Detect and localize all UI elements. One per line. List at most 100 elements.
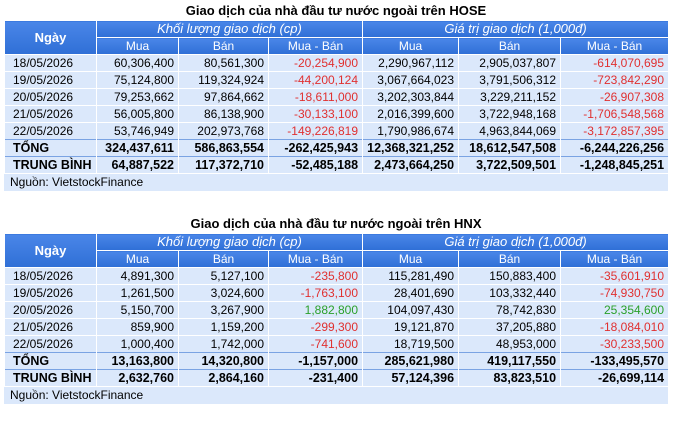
cell-val-net: -723,842,290 xyxy=(560,71,670,89)
cell-vol-sell: 3,267,900 xyxy=(178,301,269,319)
table-row: 20/05/2026 5,150,700 3,267,900 1,882,800 104… xyxy=(4,301,670,319)
header-val-sell: Bán xyxy=(458,37,562,55)
cell-vol-buy: 64,887,522 xyxy=(96,156,179,173)
table-row: 20/05/2026 79,253,662 97,864,662 -18,611,00… xyxy=(4,88,670,106)
cell-val-buy: 115,281,490 xyxy=(362,267,460,285)
cell-val-net: -614,070,695 xyxy=(560,54,670,72)
cell-vol-buy: 56,005,800 xyxy=(96,105,179,123)
cell-vol-buy: 53,746,949 xyxy=(96,122,179,140)
header-val-sell: Bán xyxy=(458,250,562,268)
cell-date: TRUNG BÌNH xyxy=(4,156,97,173)
cell-val-sell: 419,117,550 xyxy=(458,352,562,370)
cell-date: 19/05/2026 xyxy=(4,71,97,89)
header-volume-group: Khối lượng giao dịch (cp) xyxy=(95,233,364,251)
cell-vol-sell: 2,864,160 xyxy=(178,369,269,386)
cell-date: 22/05/2026 xyxy=(4,335,97,353)
cell-vol-buy: 1,000,400 xyxy=(96,335,179,353)
cell-vol-sell: 97,864,662 xyxy=(178,88,269,106)
table-row: 21/05/2026 859,900 1,159,200 -299,300 19,121… xyxy=(4,318,670,336)
table-row: 22/05/2026 53,746,949 202,973,768 -149,226,… xyxy=(4,122,670,140)
cell-date: 22/05/2026 xyxy=(4,122,97,140)
cell-vol-buy: 75,124,800 xyxy=(96,71,179,89)
header-volume-group: Khối lượng giao dịch (cp) xyxy=(95,20,364,38)
cell-val-net: 25,354,600 xyxy=(560,301,670,319)
table-row: 21/05/2026 56,005,800 86,138,900 -30,133,10… xyxy=(4,105,670,123)
header-value-group: Giá trị giao dịch (1,000đ) xyxy=(362,233,670,251)
cell-vol-net: -1,157,000 xyxy=(267,352,364,370)
summary-row: TỔNG 13,163,800 14,320,800 -1,157,000 285,62… xyxy=(4,352,670,370)
cell-vol-buy: 859,900 xyxy=(96,318,179,336)
table-row: 18/05/2026 4,891,300 5,127,100 -235,800 115,… xyxy=(4,267,670,285)
cell-val-buy: 2,473,664,250 xyxy=(362,156,460,173)
hose-title: Giao dịch của nhà đầu tư nước ngoài trên… xyxy=(185,3,487,18)
summary-row: TRUNG BÌNH 2,632,760 2,864,160 -231,400 57,1… xyxy=(4,369,670,386)
cell-vol-buy: 1,261,500 xyxy=(96,284,179,302)
cell-val-net: -3,172,857,395 xyxy=(560,122,670,140)
cell-val-buy: 2,290,967,112 xyxy=(362,54,460,72)
cell-val-sell: 150,883,400 xyxy=(458,267,562,285)
table-row: 19/05/2026 75,124,800 119,324,924 -44,200,1… xyxy=(4,71,670,89)
cell-val-sell: 3,722,509,501 xyxy=(458,156,562,173)
cell-val-sell: 78,742,830 xyxy=(458,301,562,319)
cell-vol-net: -1,763,100 xyxy=(267,284,364,302)
cell-vol-sell: 1,159,200 xyxy=(178,318,269,336)
table-row: 22/05/2026 1,000,400 1,742,000 -741,600 18,7… xyxy=(4,335,670,353)
cell-val-sell: 37,205,880 xyxy=(458,318,562,336)
cell-vol-sell: 119,324,924 xyxy=(178,71,269,89)
cell-vol-net: -262,425,943 xyxy=(267,139,364,157)
cell-vol-net: 1,882,800 xyxy=(267,301,364,319)
cell-val-net: -30,233,500 xyxy=(560,335,670,353)
cell-val-buy: 3,067,664,023 xyxy=(362,71,460,89)
hnx-table: Ngày Khối lượng giao dịch (cp) Giá trị g… xyxy=(4,233,670,386)
cell-vol-sell: 117,372,710 xyxy=(178,156,269,173)
cell-date: 21/05/2026 xyxy=(4,105,97,123)
cell-vol-net: -18,611,000 xyxy=(267,88,364,106)
table-row: 19/05/2026 1,261,500 3,024,600 -1,763,100 28… xyxy=(4,284,670,302)
cell-vol-net: -231,400 xyxy=(267,369,364,386)
header-vol-net: Mua - Bán xyxy=(267,250,364,268)
cell-val-buy: 1,790,986,674 xyxy=(362,122,460,140)
cell-date: 19/05/2026 xyxy=(4,284,97,302)
cell-date: 21/05/2026 xyxy=(4,318,97,336)
header-val-net: Mua - Bán xyxy=(560,37,670,55)
cell-vol-buy: 79,253,662 xyxy=(96,88,179,106)
header-vol-net: Mua - Bán xyxy=(267,37,364,55)
hose-table: Ngày Khối lượng giao dịch (cp) Giá trị g… xyxy=(4,20,670,173)
hose-block: Giao dịch của nhà đầu tư nước ngoài trên… xyxy=(4,2,670,191)
hnx-source: Nguồn: VietstockFinance xyxy=(4,386,668,404)
header-ngay: Ngày xyxy=(4,233,97,268)
header-vol-buy: Mua xyxy=(96,250,179,268)
header-vol-sell: Bán xyxy=(178,250,269,268)
cell-val-buy: 104,097,430 xyxy=(362,301,460,319)
cell-val-buy: 3,202,303,844 xyxy=(362,88,460,106)
cell-val-net: -133,495,570 xyxy=(560,352,670,370)
header-vol-sell: Bán xyxy=(178,37,269,55)
cell-vol-sell: 3,024,600 xyxy=(178,284,269,302)
cell-val-buy: 285,621,980 xyxy=(362,352,460,370)
cell-date: 20/05/2026 xyxy=(4,301,97,319)
cell-vol-buy: 13,163,800 xyxy=(96,352,179,370)
hnx-body: 18/05/2026 4,891,300 5,127,100 -235,800 115,… xyxy=(4,267,670,386)
cell-vol-sell: 5,127,100 xyxy=(178,267,269,285)
cell-val-net: -1,706,548,568 xyxy=(560,105,670,123)
cell-vol-net: -30,133,100 xyxy=(267,105,364,123)
hose-body: 18/05/2026 60,306,400 80,561,300 -20,254,90… xyxy=(4,54,670,173)
cell-val-sell: 48,953,000 xyxy=(458,335,562,353)
cell-vol-buy: 4,891,300 xyxy=(96,267,179,285)
cell-val-buy: 2,016,399,600 xyxy=(362,105,460,123)
cell-vol-sell: 202,973,768 xyxy=(178,122,269,140)
cell-val-net: -1,248,845,251 xyxy=(560,156,670,173)
cell-val-buy: 18,719,500 xyxy=(362,335,460,353)
cell-vol-buy: 60,306,400 xyxy=(96,54,179,72)
cell-val-net: -26,907,308 xyxy=(560,88,670,106)
cell-val-net: -74,930,750 xyxy=(560,284,670,302)
header-val-net: Mua - Bán xyxy=(560,250,670,268)
header-value-group: Giá trị giao dịch (1,000đ) xyxy=(362,20,670,38)
cell-val-net: -26,699,114 xyxy=(560,369,670,386)
cell-vol-sell: 1,742,000 xyxy=(178,335,269,353)
summary-row: TRUNG BÌNH 64,887,522 117,372,710 -52,485,1… xyxy=(4,156,670,173)
cell-val-sell: 3,229,211,152 xyxy=(458,88,562,106)
summary-row: TỔNG 324,437,611 586,863,554 -262,425,943 12… xyxy=(4,139,670,157)
cell-val-sell: 3,791,506,312 xyxy=(458,71,562,89)
cell-vol-sell: 586,863,554 xyxy=(178,139,269,157)
